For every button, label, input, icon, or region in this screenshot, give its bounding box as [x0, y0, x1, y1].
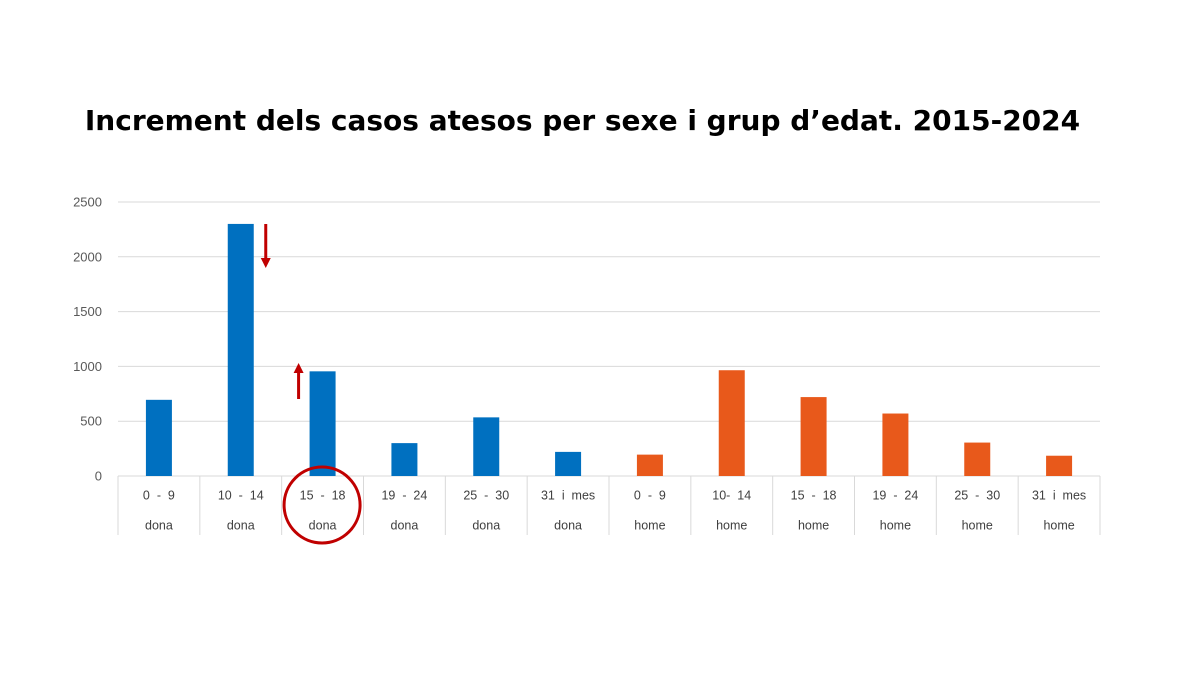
x-tick-label-sex: dona — [391, 519, 419, 533]
x-tick-label-sex: home — [1043, 519, 1074, 533]
annotations — [260, 224, 362, 545]
annotation-arrow-down-head — [260, 258, 271, 268]
bar-dona — [145, 399, 172, 476]
annotation-circle — [282, 465, 362, 545]
bar-dona — [473, 417, 500, 476]
x-tick-label-age: 10- 14 — [712, 489, 751, 503]
chart-title: Increment dels casos atesos per sexe i g… — [84, 104, 1081, 137]
x-tick-label-sex: home — [634, 519, 665, 533]
y-tick-label: 2000 — [73, 249, 102, 264]
x-tick-label-age: 31 i mes — [1032, 489, 1086, 503]
bar-dona — [227, 223, 254, 476]
y-axis-ticks: 0 500 1000 1500 2000 2500 — [73, 195, 102, 484]
x-tick-label-sex: home — [716, 519, 747, 533]
x-tick-label-age: 0 - 9 — [634, 489, 666, 503]
bar-home — [1046, 455, 1073, 476]
x-tick-label-sex: dona — [227, 519, 255, 533]
bar-dona — [391, 443, 418, 476]
x-tick-label-age: 10 - 14 — [218, 489, 264, 503]
bar-home — [882, 413, 909, 476]
bar-dona — [555, 451, 582, 476]
x-tick-label-sex: dona — [554, 519, 582, 533]
x-axis: 0 - 9 dona 10 - 14 dona 15 - 18 dona 19 - 24 do… — [117, 476, 1101, 535]
x-tick-label-sex: dona — [472, 519, 500, 533]
x-tick-label-sex: home — [962, 519, 993, 533]
x-tick-label-age: 15 - 18 — [300, 489, 346, 503]
bar-home — [636, 454, 663, 476]
x-tick-label-sex: home — [798, 519, 829, 533]
bar-home — [800, 397, 827, 476]
y-tick-label: 500 — [80, 414, 102, 429]
bar-home — [964, 442, 991, 476]
y-tick-label: 0 — [95, 469, 102, 484]
x-tick-label-age: 0 - 9 — [143, 489, 175, 503]
x-tick-label-age: 31 i mes — [541, 489, 595, 503]
bar-dona — [309, 371, 336, 476]
x-tick-label-sex: dona — [145, 519, 173, 533]
y-tick-label: 2500 — [73, 195, 102, 210]
x-tick-label-age: 15 - 18 — [791, 489, 837, 503]
x-tick-label-age: 19 - 24 — [872, 489, 918, 503]
x-tick-label-sex: home — [880, 519, 911, 533]
bar-home — [718, 370, 745, 476]
annotation-arrow-up-head — [293, 363, 304, 373]
x-tick-label-sex: dona — [309, 519, 337, 533]
x-tick-label-age: 19 - 24 — [381, 489, 427, 503]
x-tick-label-age: 25 - 30 — [954, 489, 1000, 503]
x-tick-label-age: 25 - 30 — [463, 489, 509, 503]
y-tick-label: 1000 — [73, 359, 102, 374]
y-tick-label: 1500 — [73, 304, 102, 319]
bars — [145, 223, 1073, 476]
